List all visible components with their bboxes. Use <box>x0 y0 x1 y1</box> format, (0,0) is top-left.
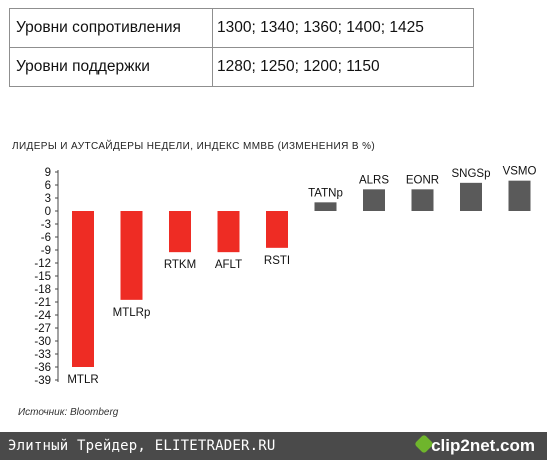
bar-label-mtlr: MTLR <box>67 374 98 386</box>
y-tick-label: -24 <box>34 310 51 322</box>
footer-bar: Элитный Трейдер, ELITETRADER.RU clip2net… <box>0 432 547 460</box>
bar-label-aflt: AFLT <box>215 259 242 271</box>
resistance-value: 1300; 1340; 1360; 1400; 1425 <box>212 8 474 48</box>
bar-labels: MTLR MTLRp RTKM AFLT RSTI TATNp ALRS EONR SNGSp V… <box>67 166 536 386</box>
bar-chart: ЛИДЕРЫ И АУТСАЙДЕРЫ НЕДЕЛИ, ИНДЕКС ММВБ … <box>12 139 536 418</box>
resistance-row: Уровни сопротивления 1300; 1340; 1360; 1… <box>9 8 474 48</box>
bar-label-rtkm: RTKM <box>164 259 196 271</box>
bar-vsmo <box>508 180 531 211</box>
y-tick-label: -12 <box>34 258 51 270</box>
clip2net-logo-text: clip2net.com <box>431 436 535 455</box>
bar-sngsp <box>460 182 482 211</box>
footer-text: Элитный Трейдер, ELITETRADER.RU <box>8 438 276 454</box>
bar-label-eonr: EONR <box>406 174 439 186</box>
y-tick-label: -21 <box>34 297 51 309</box>
y-tick-label: -39 <box>34 375 51 387</box>
y-tick-label: 0 <box>45 206 51 218</box>
support-value: 1280; 1250; 1200; 1150 <box>212 47 474 87</box>
bar-rsti <box>266 211 288 248</box>
bar-mtlrp <box>120 211 143 300</box>
support-row: Уровни поддержки 1280; 1250; 1200; 1150 <box>9 47 474 87</box>
y-tick-label: 3 <box>45 193 51 205</box>
resistance-label: Уровни сопротивления <box>9 8 213 48</box>
bar-alrs <box>363 189 385 211</box>
y-tick-label: -30 <box>34 336 51 348</box>
bar-label-sngsp: SNGSp <box>452 168 491 180</box>
bar-mtlr <box>72 211 94 367</box>
support-label: Уровни поддержки <box>9 47 213 87</box>
y-tick-label: -3 <box>41 219 51 231</box>
y-tick-label: -18 <box>34 284 51 296</box>
bar-label-tatnp: TATNp <box>308 187 343 199</box>
y-tick-label: -15 <box>34 271 51 283</box>
bars <box>72 180 531 367</box>
y-tick-label: 6 <box>45 180 51 192</box>
bar-rtkm <box>169 211 191 253</box>
bar-label-vsmo: VSMO <box>503 166 537 178</box>
y-tick-label: -36 <box>34 362 51 374</box>
bar-eonr <box>411 189 434 211</box>
bar-label-mtlrp: MTLRp <box>113 307 151 319</box>
bar-label-alrs: ALRS <box>359 174 389 186</box>
bar-tatnp <box>314 202 337 211</box>
y-tick-label: 9 <box>45 167 51 179</box>
y-tick-label: -33 <box>34 349 51 361</box>
y-tick-label: -9 <box>41 245 51 257</box>
bar-aflt <box>217 211 240 253</box>
bar-label-rsti: RSTI <box>264 255 290 267</box>
y-tick-label: -27 <box>34 323 51 335</box>
chart-title: ЛИДЕРЫ И АУТСАЙДЕРЫ НЕДЕЛИ, ИНДЕКС ММВБ … <box>12 139 375 152</box>
source-note: Источник: Bloomberg <box>18 407 119 418</box>
levels-table: Уровни сопротивления 1300; 1340; 1360; 1… <box>9 8 474 87</box>
y-tick-label: -6 <box>41 232 51 244</box>
